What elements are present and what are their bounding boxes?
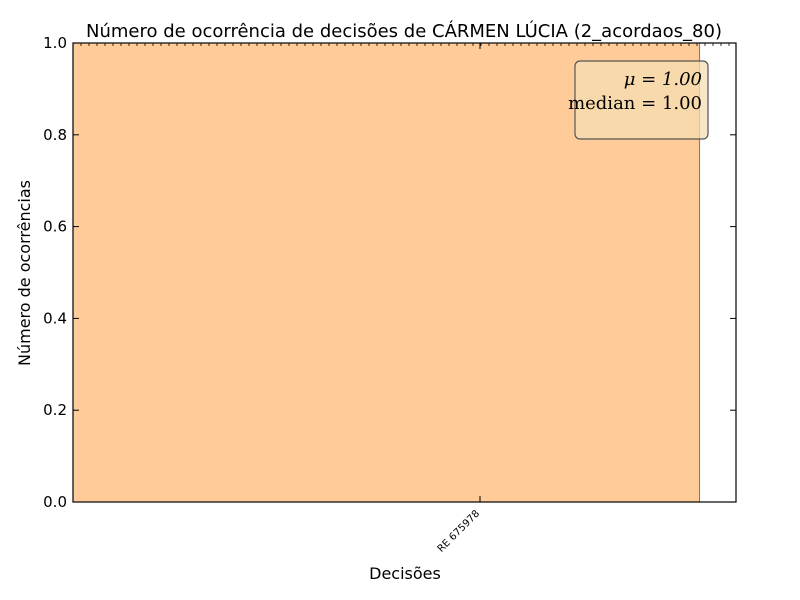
y-tick-label: 0.0: [43, 493, 67, 511]
y-axis-label: Número de ocorrências: [15, 180, 34, 366]
stats-box: μ = 1.00 median = 1.00: [568, 60, 709, 140]
y-axis: 0.0 0.2 0.4 0.6 0.8 1.0: [43, 34, 736, 511]
y-tick-label: 1.0: [43, 34, 67, 52]
y-tick-label: 0.2: [43, 401, 67, 419]
y-tick-label: 0.8: [43, 126, 67, 144]
mean-label: μ = 1.00: [624, 69, 702, 90]
x-axis-label: Decisões: [369, 564, 441, 583]
y-tick-label: 0.6: [43, 218, 67, 236]
stats-box-background: [574, 60, 709, 140]
plot-frame: [72, 42, 737, 503]
y-tick-label: 0.4: [43, 309, 67, 327]
chart-title: Número de ocorrência de decisões de CÁRM…: [86, 20, 722, 42]
median-label: median = 1.00: [568, 93, 702, 114]
x-tick-label: RE 675978: [436, 508, 482, 554]
